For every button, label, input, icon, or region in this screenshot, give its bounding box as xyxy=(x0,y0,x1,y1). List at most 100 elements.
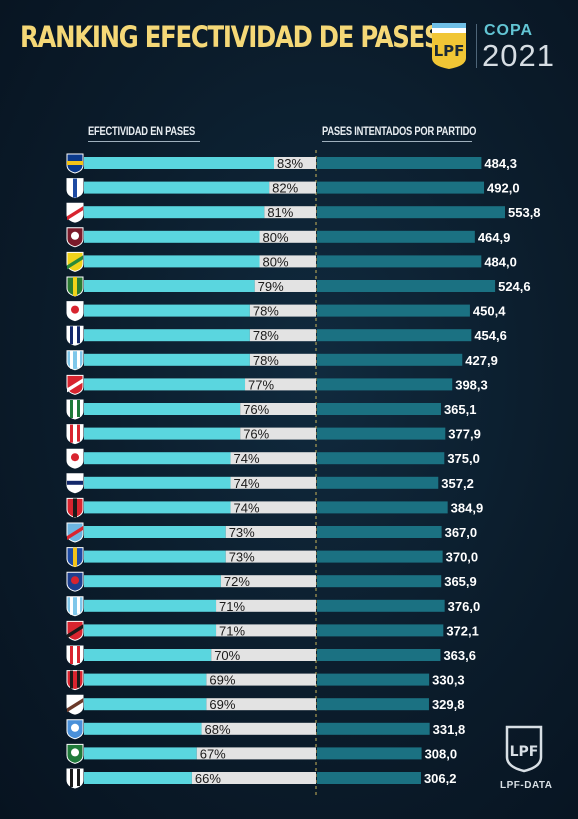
efectividad-label-bg xyxy=(259,230,316,243)
efectividad-bar xyxy=(84,673,207,686)
pases-bar xyxy=(317,230,475,243)
pases-value-label: 398,3 xyxy=(455,377,488,392)
efectividad-bar xyxy=(84,181,270,194)
efectividad-value-label: 73% xyxy=(229,550,255,565)
efectividad-bar xyxy=(84,427,241,440)
efectividad-bar xyxy=(84,452,231,465)
efectividad-label-bg xyxy=(220,575,316,588)
pases-value-label: 464,9 xyxy=(478,230,511,245)
efectividad-label-bg xyxy=(216,624,316,637)
boca-juniors-crest xyxy=(66,153,84,174)
efectividad-label-bg xyxy=(240,427,316,440)
pases-bar xyxy=(317,575,442,588)
newells-old-boys-crest xyxy=(66,497,84,518)
efectividad-bar xyxy=(84,280,255,292)
column-header-underline xyxy=(88,141,200,142)
efectividad-label-bg xyxy=(225,550,316,563)
efectividad-label-bg xyxy=(230,452,316,465)
pases-value-label: 377,9 xyxy=(448,427,481,442)
pases-bar xyxy=(317,353,463,366)
platense-crest xyxy=(66,694,84,715)
efectividad-value-label: 71% xyxy=(219,599,245,614)
pases-bar xyxy=(317,649,441,661)
aldosivi-crest xyxy=(66,276,84,297)
efectividad-bar xyxy=(84,698,207,711)
banfield-crest xyxy=(66,399,84,420)
efectividad-value-label: 68% xyxy=(205,722,231,737)
efectividad-value-label: 77% xyxy=(248,377,274,392)
pases-bar xyxy=(317,747,422,760)
pases-bar xyxy=(317,181,485,194)
efectividad-value-label: 71% xyxy=(219,623,245,638)
efectividad-value-label: 78% xyxy=(253,304,279,319)
efectividad-bar xyxy=(84,526,226,538)
lpf-data-logo-icon: LPF xyxy=(505,725,543,773)
pases-bar xyxy=(317,304,470,317)
racing-club-crest xyxy=(66,350,84,371)
efectividad-value-label: 78% xyxy=(253,353,279,368)
efectividad-value-label: 76% xyxy=(243,402,269,417)
efectividad-bar xyxy=(84,403,241,415)
pases-bar xyxy=(317,157,482,169)
san-lorenzo-crest xyxy=(66,571,84,592)
union-crest xyxy=(66,424,84,445)
pases-value-label: 372,1 xyxy=(446,623,479,638)
efectividad-label-bg xyxy=(216,599,316,612)
pases-value-label: 492,0 xyxy=(487,181,520,196)
pases-value-label: 329,8 xyxy=(432,697,465,712)
efectividad-bar xyxy=(84,329,250,342)
pases-value-label: 365,9 xyxy=(444,574,477,589)
efectividad-value-label: 73% xyxy=(229,525,255,540)
efectividad-bar xyxy=(84,206,265,219)
pases-value-label: 484,0 xyxy=(484,254,517,269)
efectividad-value-label: 82% xyxy=(272,181,298,196)
pases-value-label: 363,6 xyxy=(443,648,476,663)
pases-bar xyxy=(317,526,442,538)
efectividad-label-bg xyxy=(274,157,316,169)
efectividad-bar xyxy=(84,575,221,588)
efectividad-bar xyxy=(84,624,217,637)
pases-bar xyxy=(317,255,482,268)
efectividad-label-bg xyxy=(191,772,316,784)
defensa-y-justicia-crest xyxy=(66,251,84,272)
efectividad-value-label: 66% xyxy=(195,771,221,786)
pases-value-label: 375,0 xyxy=(447,451,480,466)
pases-value-label: 365,1 xyxy=(444,402,477,417)
efectividad-value-label: 78% xyxy=(253,328,279,343)
efectividad-bar xyxy=(84,747,197,760)
header-divider xyxy=(476,24,477,68)
efectividad-value-label: 83% xyxy=(277,156,303,171)
pases-bar xyxy=(317,722,430,735)
efectividad-bar xyxy=(84,476,231,489)
efectividad-label-bg xyxy=(245,378,316,391)
efectividad-value-label: 74% xyxy=(234,476,260,491)
efectividad-bar xyxy=(84,230,260,243)
pases-value-label: 454,6 xyxy=(474,328,507,343)
efectividad-value-label: 69% xyxy=(209,697,235,712)
efectividad-value-label: 81% xyxy=(267,205,293,220)
pases-bar xyxy=(317,772,421,784)
efectividad-label-bg xyxy=(254,280,316,292)
column-header-underline xyxy=(322,141,472,142)
pases-bar xyxy=(317,329,472,342)
copa-label: COPA xyxy=(484,22,534,39)
pases-bar xyxy=(317,599,445,612)
pases-value-label: 450,4 xyxy=(473,304,506,319)
efectividad-label-bg xyxy=(196,747,316,760)
svg-text:LPF: LPF xyxy=(510,744,539,760)
efectividad-bar xyxy=(84,304,250,317)
efectividad-value-label: 70% xyxy=(214,648,240,663)
efectividad-value-label: 67% xyxy=(200,746,226,761)
efectividad-label-bg xyxy=(225,526,316,538)
efectividad-label-bg xyxy=(206,698,316,711)
page-title: RANKING EFECTIVIDAD DE PASES xyxy=(20,20,441,54)
lanus-crest xyxy=(66,227,84,248)
svg-text:LPF: LPF xyxy=(434,42,465,60)
efectividad-value-label: 79% xyxy=(258,279,284,294)
arsenal-crest xyxy=(66,522,84,543)
pases-bar xyxy=(317,452,445,465)
pases-value-label: 308,0 xyxy=(425,746,458,761)
estudiantes-crest xyxy=(66,645,84,666)
efectividad-value-label: 76% xyxy=(243,427,269,442)
efectividad-bar xyxy=(84,772,192,784)
